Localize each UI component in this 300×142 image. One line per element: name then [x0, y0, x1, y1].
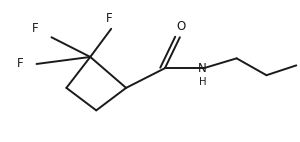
Text: N: N [198, 62, 207, 75]
Text: H: H [199, 77, 206, 87]
Text: F: F [106, 12, 113, 25]
Text: O: O [177, 19, 186, 33]
Text: F: F [32, 22, 38, 35]
Text: F: F [17, 58, 23, 70]
